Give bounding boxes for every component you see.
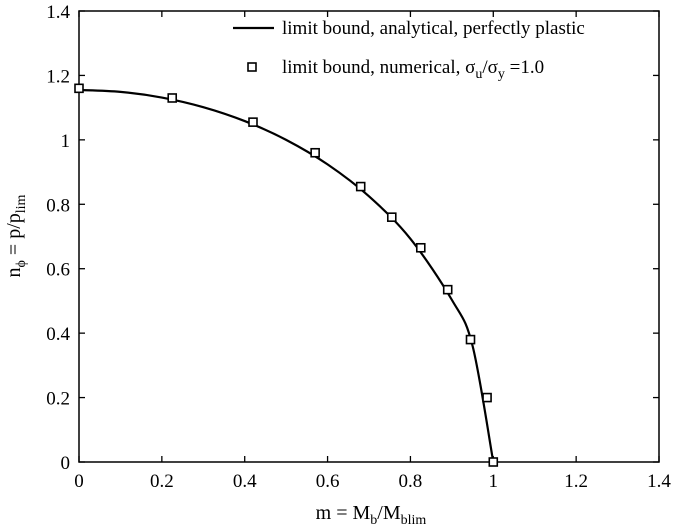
legend-sigma-u: σ <box>465 57 475 78</box>
data-point-marker <box>74 83 84 94</box>
x-tick-label: 1.2 <box>564 471 588 492</box>
data-point-marker <box>167 93 178 103</box>
x-tick-label: 0.8 <box>399 471 423 492</box>
x-label-sub2: blim <box>401 513 427 528</box>
y-label-sub2: lim <box>14 194 29 213</box>
data-point-marker <box>482 392 492 403</box>
axis-ticks <box>78 10 660 463</box>
legend-sub-y: y <box>498 67 505 82</box>
analytical-curve <box>78 88 495 463</box>
x-tick-label: 1.4 <box>647 471 671 492</box>
data-point-marker <box>386 212 397 222</box>
data-point-marker <box>310 147 320 158</box>
y-tick-label: 0.8 <box>46 195 70 216</box>
numerical-markers <box>74 83 499 467</box>
tick-labels: 0 0.2 0.4 0.6 0.8 1 1.2 1.4 0 0.2 0.4 0.6 0.8 1 1.2 1.4 <box>46 2 671 492</box>
legend-prefix: limit bound, numerical, <box>282 57 465 78</box>
data-point-marker <box>355 181 366 192</box>
legend-marker-swatch <box>247 62 257 72</box>
legend-label-numerical: limit bound, numerical, σu/σy =1.0 <box>282 57 544 82</box>
y-tick-label: 0 <box>61 453 71 474</box>
y-tick-label: 0.6 <box>46 260 70 281</box>
y-axis-label: nϕ = p/plim <box>3 194 29 277</box>
y-tick-label: 0.2 <box>46 389 70 410</box>
x-label-mid: /M <box>377 502 401 524</box>
x-tick-label: 0.6 <box>316 471 340 492</box>
x-label-main: m = M <box>316 502 371 524</box>
y-tick-label: 1 <box>61 131 71 152</box>
y-tick-label: 1.2 <box>46 66 70 87</box>
y-label-main: n <box>3 267 25 277</box>
x-axis-label: m = Mb/Mblim <box>316 502 427 528</box>
x-tick-label: 0 <box>74 471 84 492</box>
x-tick-label: 1 <box>489 471 499 492</box>
x-label-sub1: b <box>370 513 377 528</box>
legend-suffix: =1.0 <box>505 57 544 78</box>
y-tick-label: 0.4 <box>46 324 70 345</box>
legend-label-analytical: limit bound, analytical, perfectly plast… <box>282 18 585 39</box>
legend-slash: / <box>482 57 488 78</box>
data-point-marker <box>248 117 258 127</box>
legend-sigma-y: σ <box>488 57 498 78</box>
data-point-marker <box>415 242 426 253</box>
data-point-marker <box>488 457 499 467</box>
data-point-marker <box>465 334 476 345</box>
y-label-sub1: ϕ <box>14 260 29 267</box>
plot-area <box>78 10 660 463</box>
y-tick-label: 1.4 <box>46 2 70 23</box>
y-label-mid: = p/p <box>3 213 25 260</box>
legend: limit bound, analytical, perfectly plast… <box>233 18 585 82</box>
x-tick-label: 0.4 <box>233 471 257 492</box>
legend-sub-u: u <box>475 67 482 82</box>
x-tick-label: 0.2 <box>150 471 174 492</box>
data-point-marker <box>442 284 453 295</box>
